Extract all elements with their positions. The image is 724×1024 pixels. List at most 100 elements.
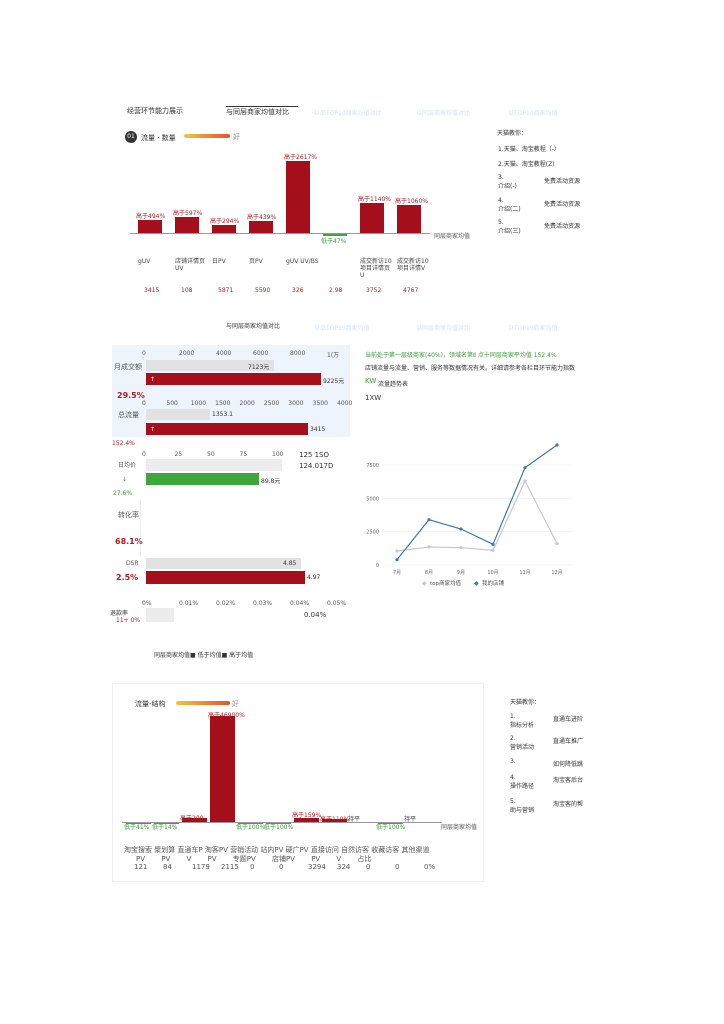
category-value: 3752 bbox=[366, 287, 382, 294]
tip-link[interactable]: 免费活动资源 bbox=[544, 201, 581, 208]
axis-ticks: 0 500 1000 1500 2000 2500 3000 3500 4000 bbox=[142, 400, 352, 408]
bar-mine-value: 9225元 bbox=[323, 378, 345, 385]
bar-track bbox=[140, 500, 351, 556]
tip-link[interactable]: 淘宝客后台 bbox=[553, 777, 584, 784]
axis-tick-label: 0 bbox=[142, 400, 146, 407]
tip-number: 4. bbox=[498, 197, 504, 204]
series-point bbox=[555, 443, 559, 447]
x-tick-label: 7月 bbox=[393, 570, 401, 576]
axis-tick-label: 0% bbox=[142, 600, 152, 607]
legend-marker: ◆ bbox=[422, 580, 427, 587]
category-value: 2115 bbox=[221, 863, 239, 871]
axis-tick-label: 0.01% bbox=[179, 600, 199, 607]
series-point bbox=[523, 479, 527, 483]
chart-bar bbox=[286, 161, 310, 233]
tip-number: 3. bbox=[510, 758, 516, 765]
chart-title: 流量 · 数量 bbox=[141, 134, 176, 142]
section-badge: 01 bbox=[125, 131, 137, 143]
bar-mine bbox=[146, 373, 321, 385]
tip-sub: 介绍(-) bbox=[498, 183, 517, 190]
chart-bar bbox=[182, 818, 207, 822]
axis-tick-label: 1(万 bbox=[327, 352, 340, 359]
section-subtitle: 与同层商家均值对比 bbox=[226, 323, 281, 330]
series-point bbox=[459, 546, 463, 550]
series-point bbox=[395, 549, 399, 553]
tip-number: 2. bbox=[510, 735, 516, 742]
chart-bar bbox=[210, 716, 235, 822]
tip-link[interactable]: 如何降低跳 bbox=[553, 761, 584, 768]
change-percent: 68.1% bbox=[115, 537, 143, 546]
series-point bbox=[491, 548, 495, 552]
chart-title: 流量-结构 bbox=[135, 700, 166, 708]
faint-tab[interactable]: 以品TOP10商家均值对比 bbox=[314, 110, 382, 117]
sidebar-title: 天猫教你： bbox=[510, 699, 541, 706]
axis-tick-label: 25 bbox=[174, 451, 183, 458]
tip-link[interactable]: 直通车推广 bbox=[553, 738, 584, 745]
category-value: 0% bbox=[424, 863, 436, 871]
axis-tick-label: 75 bbox=[239, 451, 248, 458]
chart-bar bbox=[175, 217, 199, 233]
tip-number: 5. bbox=[498, 219, 504, 226]
category-value: 3415 bbox=[144, 287, 160, 294]
tip-link[interactable]: 淘宝客的帮 bbox=[553, 801, 584, 808]
series-point bbox=[459, 527, 463, 531]
chart-bar-label: 高于294% bbox=[210, 218, 240, 225]
legend-marker: ◆ bbox=[474, 580, 479, 587]
category-label: 页PV bbox=[249, 258, 263, 265]
faint-tab[interactable]: 以TOP10商家均值 bbox=[508, 325, 558, 332]
tip-link[interactable]: 1.天猫、淘宝教程（-） bbox=[498, 146, 560, 153]
foot-value: 0.04% bbox=[304, 611, 327, 619]
change-percent: 29.5% bbox=[117, 391, 145, 400]
axis-tick-label: 500 bbox=[166, 400, 178, 407]
axis-tick-label: 2000 bbox=[239, 400, 255, 407]
tip-link[interactable]: 免费活动资源 bbox=[544, 223, 581, 230]
series-point bbox=[555, 542, 559, 546]
axis-tick-label: 50 bbox=[207, 451, 215, 458]
x-tick-label: 9月 bbox=[457, 570, 465, 576]
arrow-up-icon: ↑ bbox=[150, 376, 156, 383]
faint-tab[interactable]: 以同层商家均值对比 bbox=[416, 325, 471, 332]
bar-mine-value: 3415 bbox=[310, 426, 326, 433]
chart-baseline bbox=[130, 233, 430, 234]
arrow-up-icon: ↑ bbox=[150, 426, 156, 433]
bar-track bbox=[146, 608, 174, 622]
bar-track: 4.85 bbox=[146, 558, 346, 569]
chart-bar bbox=[397, 205, 421, 233]
chart-title: 流量趋势表 bbox=[378, 381, 409, 388]
legend-label: 同层商家均值 bbox=[434, 233, 471, 240]
category-value: 2.98 bbox=[329, 287, 343, 294]
tip-link[interactable]: 直通车进阶 bbox=[553, 716, 584, 723]
metric-label: DSR bbox=[126, 560, 139, 567]
legend: 同层商家均值■ 低于均值■ 高于均值 bbox=[154, 652, 254, 659]
faint-tab[interactable]: 以同层商家均值对比 bbox=[416, 110, 471, 117]
category-value: 1179 bbox=[192, 863, 210, 871]
rating-suffix: 好 bbox=[232, 700, 239, 708]
bar-benchmark-value: 4.85 bbox=[283, 560, 297, 567]
legend-label: top商家均值 bbox=[430, 579, 462, 587]
faint-tab[interactable]: 以TOP10商家均值 bbox=[508, 110, 558, 117]
tip-link[interactable]: 2.天猫、淘宝教程(Z) bbox=[498, 161, 555, 168]
chart-bar-label: 低于100% bbox=[264, 824, 294, 831]
series-point bbox=[427, 518, 431, 522]
chart-bar bbox=[154, 823, 179, 824]
bar-benchmark-value: 7123元 bbox=[248, 364, 270, 371]
faint-tab[interactable]: 以品TOP10商家均值 bbox=[314, 325, 370, 332]
chart-bar-label: 高于1140% bbox=[358, 196, 391, 203]
series-line bbox=[396, 444, 558, 561]
axis-ticks: 0 2000 4000 6000 8000 1(万 bbox=[142, 350, 340, 359]
category-value: 84 bbox=[163, 863, 172, 871]
category-value: 0 bbox=[279, 863, 284, 871]
y-tick-label: 2500 bbox=[366, 530, 379, 536]
tip-sub: 操作路径 bbox=[510, 783, 535, 790]
tip-sub: 介绍(三) bbox=[498, 228, 521, 235]
series-point bbox=[427, 545, 431, 549]
category-label: 日PV bbox=[212, 258, 226, 265]
tip-link[interactable]: 免费活动资源 bbox=[544, 178, 581, 185]
chart-bar-label: 低于47% bbox=[321, 238, 347, 245]
category-label: gUV bbox=[138, 258, 151, 265]
chart-subtitle: 1XW bbox=[365, 394, 382, 402]
bar-track: 7123元 bbox=[146, 360, 336, 371]
arrow-down-icon: ↓ bbox=[122, 476, 128, 483]
axis-tick-label: 1500 bbox=[215, 400, 231, 407]
